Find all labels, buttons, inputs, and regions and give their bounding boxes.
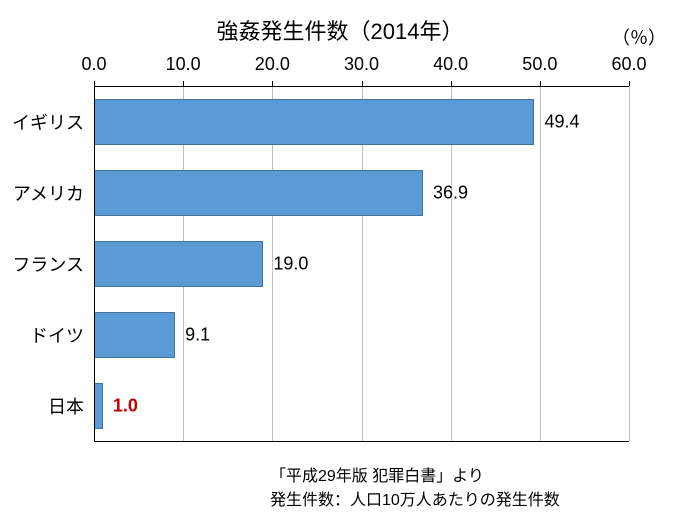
- value-label: 36.9: [433, 182, 468, 203]
- chart-container: 強姦発生件数（2014年） （％） 0.0 10.0 20.0 30.0 40.0 50.…: [0, 0, 680, 522]
- axis-left: [94, 86, 95, 441]
- axis-top: [94, 86, 629, 87]
- value-label: 49.4: [544, 111, 579, 132]
- bar: [94, 383, 103, 429]
- category-label: フランス: [12, 251, 84, 277]
- bar: [94, 170, 423, 216]
- unit-label: （％）: [612, 24, 666, 50]
- x-tick-label: 20.0: [255, 54, 290, 75]
- value-label: 19.0: [273, 253, 308, 274]
- category-label: 日本: [48, 393, 84, 419]
- value-label: 1.0: [113, 395, 138, 416]
- category-label: イギリス: [12, 109, 84, 135]
- x-tick-label: 0.0: [81, 54, 106, 75]
- chart-title: 強姦発生件数（2014年）: [0, 14, 680, 46]
- axis-bottom: [94, 441, 629, 442]
- bar: [94, 99, 534, 145]
- x-tick-label: 60.0: [611, 54, 646, 75]
- x-tick-label: 30.0: [344, 54, 379, 75]
- gridline: [540, 86, 541, 441]
- x-tick-label: 50.0: [522, 54, 557, 75]
- gridline: [629, 86, 630, 441]
- value-label: 9.1: [185, 324, 210, 345]
- source-line-2: 発生件数：人口10万人あたりの発生件数: [270, 486, 560, 510]
- source-line-1: 「平成29年版 犯罪白書」より: [270, 462, 484, 486]
- x-tick-label: 40.0: [433, 54, 468, 75]
- bar: [94, 241, 263, 287]
- category-label: アメリカ: [13, 180, 84, 206]
- category-label: ドイツ: [30, 322, 84, 348]
- bar: [94, 312, 175, 358]
- x-tick-label: 10.0: [166, 54, 201, 75]
